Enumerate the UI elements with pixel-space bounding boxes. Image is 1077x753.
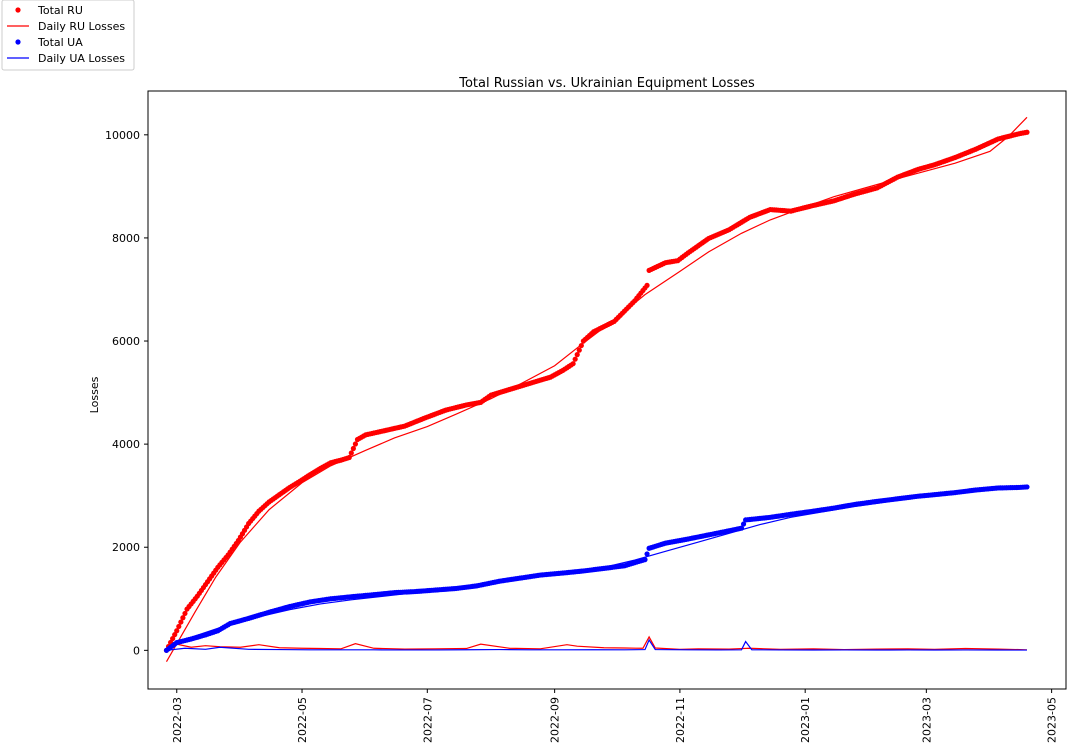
y-tick-label: 2000	[112, 541, 140, 554]
data-point	[644, 551, 650, 557]
plot-frame	[147, 90, 1067, 690]
data-point	[350, 445, 356, 452]
y-axis: 0 2000 4000 6000 8000 10000	[105, 129, 148, 657]
chart-title: Total Russian vs. Ukrainian Equipment Lo…	[458, 76, 755, 91]
data-point	[644, 282, 650, 288]
y-axis-label: Losses	[88, 376, 101, 413]
x-tick-label: 2023-01	[799, 697, 812, 743]
data-point	[176, 623, 182, 630]
legend-label: Total RU	[37, 4, 83, 17]
series-line-daily-ua-losses	[166, 486, 1028, 650]
legend-label: Daily UA Losses	[38, 52, 125, 65]
legend-marker-dot	[15, 39, 21, 45]
x-tick-label: 2022-11	[674, 697, 687, 743]
x-tick-label: 2023-05	[1046, 697, 1059, 743]
x-tick-label: 2022-09	[549, 697, 562, 743]
data-point	[570, 361, 576, 367]
legend: Total RU Daily RU Losses Total UA Daily UA…	[1, 0, 135, 71]
plot-area	[163, 116, 1030, 662]
y-tick-label: 4000	[112, 438, 140, 451]
legend-label: Daily RU Losses	[38, 20, 125, 33]
x-tick-label: 2022-07	[421, 697, 434, 743]
data-point	[352, 441, 359, 447]
x-tick-label: 2022-03	[171, 697, 184, 743]
data-point	[172, 632, 178, 638]
x-tick-label: 2023-03	[920, 697, 933, 743]
legend-marker-dot	[15, 7, 21, 13]
y-tick-label: 8000	[112, 232, 140, 245]
y-tick-label: 0	[133, 644, 140, 657]
data-point	[178, 619, 184, 625]
y-tick-label: 10000	[105, 129, 140, 142]
x-axis: 2022-03 2022-05 2022-07 2022-09 2022-11 2023-…	[171, 689, 1059, 743]
data-point	[740, 521, 747, 527]
data-point	[348, 450, 354, 456]
data-point	[170, 635, 176, 642]
series-line-daily-ua-losses-daily-	[166, 638, 1027, 651]
data-point	[174, 628, 180, 634]
data-point	[572, 356, 578, 362]
series-line-daily-ru-losses	[165, 116, 1028, 662]
data-point	[642, 557, 648, 563]
x-tick-label: 2022-05	[296, 697, 309, 743]
data-point	[182, 610, 188, 617]
data-point	[574, 352, 580, 358]
legend-box	[1, 0, 135, 71]
data-point	[576, 347, 582, 353]
y-tick-label: 6000	[112, 335, 140, 348]
data-point	[180, 615, 186, 621]
legend-label: Total UA	[37, 36, 83, 49]
series-line-daily-ru-losses-daily-	[166, 635, 1027, 651]
data-point	[1024, 129, 1030, 135]
series-total-ru	[163, 129, 1030, 653]
